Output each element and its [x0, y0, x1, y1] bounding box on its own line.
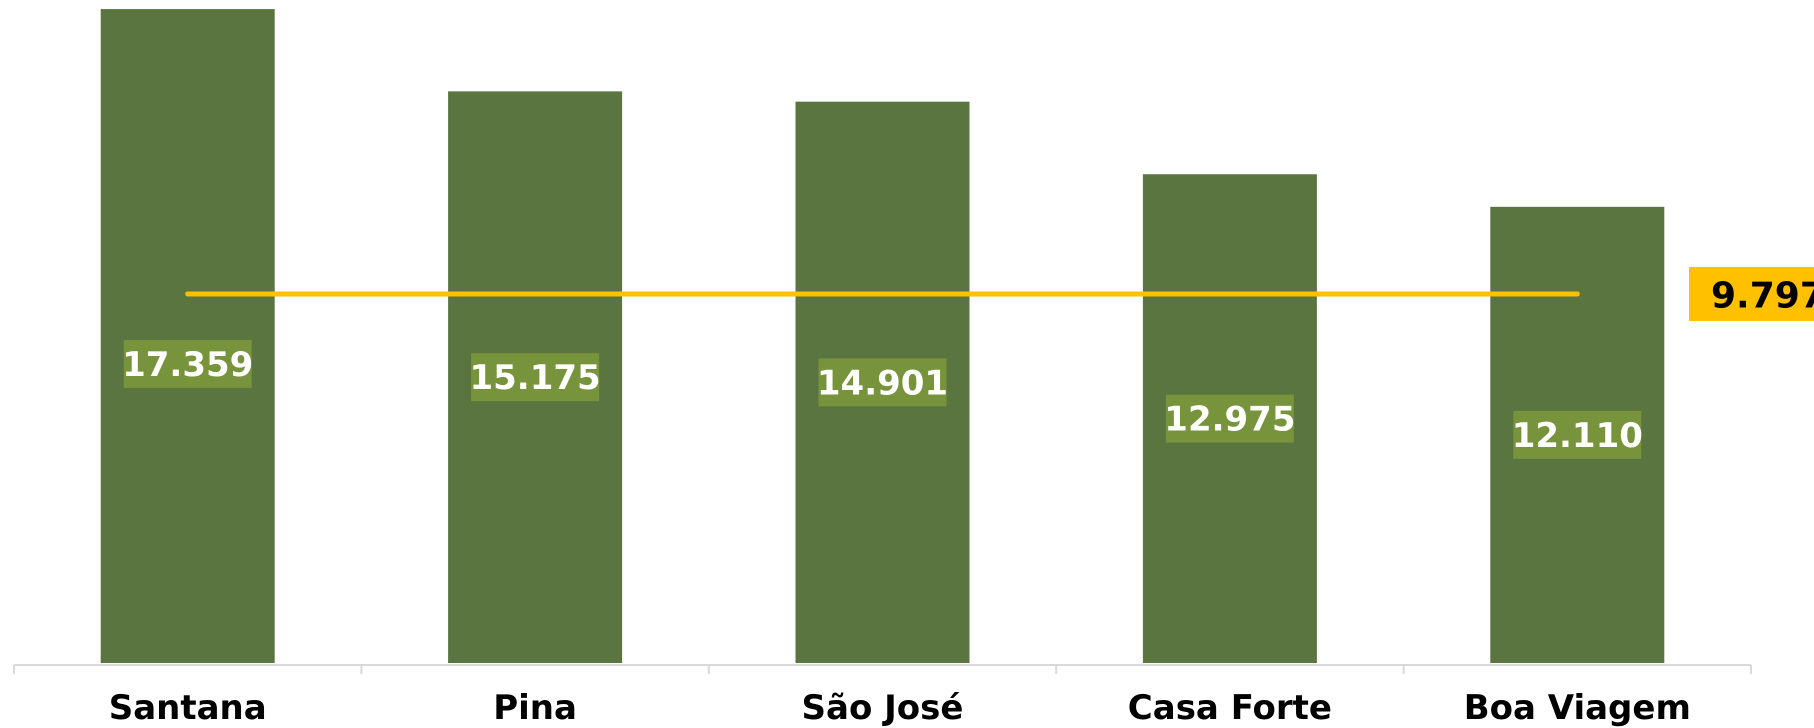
value-label-box — [1165, 394, 1294, 443]
value-label: 15.175 — [469, 358, 600, 398]
bar — [100, 9, 275, 664]
value-label: 12.975 — [1164, 400, 1295, 440]
value-label: 14.901 — [817, 363, 948, 403]
value-label-box — [818, 358, 947, 407]
x-tick-label: Pina — [493, 688, 577, 728]
average-label-box — [1689, 266, 1814, 321]
x-tick-label: São José — [802, 688, 964, 728]
x-tick-label: Boa Viagem — [1464, 688, 1691, 728]
value-label-box — [471, 353, 600, 402]
value-label-box — [123, 339, 252, 388]
value-label: 12.110 — [1512, 416, 1643, 456]
x-tick-label: Santana — [109, 688, 267, 728]
value-label-box — [1513, 410, 1642, 459]
x-tick-label: Casa Forte — [1128, 688, 1332, 728]
average-label: 9.797 — [1711, 275, 1814, 316]
value-label: 17.359 — [122, 345, 253, 385]
